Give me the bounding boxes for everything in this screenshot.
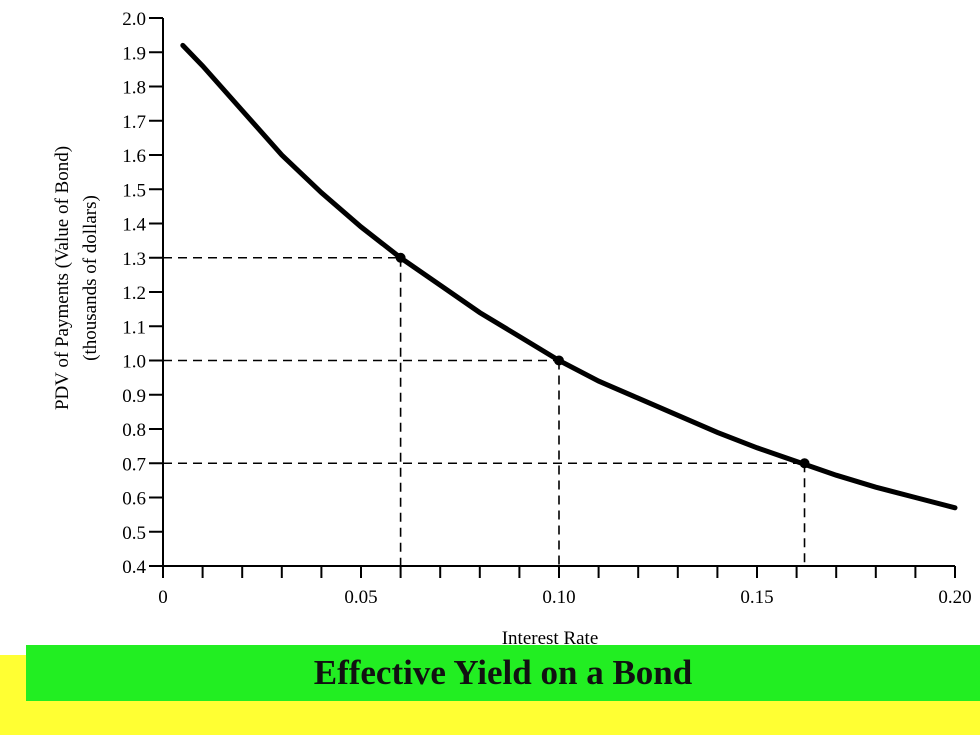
x-tick-label: 0.05 [344, 587, 377, 608]
x-axis-title: Interest Rate [502, 628, 599, 649]
x-tick-label: 0 [158, 587, 168, 608]
title-banner: Effective Yield on a Bond [26, 645, 980, 701]
series-curve [180, 42, 958, 511]
data-point [554, 355, 564, 366]
x-tick-label: 0.15 [740, 587, 773, 608]
y-tick-label: 1.7 [122, 112, 146, 133]
y-tick-label: 0.6 [122, 489, 146, 510]
y-tick-label: 1.1 [122, 317, 146, 338]
y-tick-label: 1.8 [122, 78, 146, 99]
y-tick-label: 1.2 [122, 283, 146, 304]
data-point [395, 252, 406, 263]
y-tick-label: 1.5 [122, 180, 146, 201]
y-ticks: 0.4 0.5 0.6 0.7 0.8 0.9 1.0 1.1 1.2 1.3 1.4 1.5 1.6 1… [122, 9, 163, 578]
y-tick-label: 0.4 [122, 557, 146, 578]
y-tick-label: 1.6 [122, 146, 146, 167]
y-tick-label: 2.0 [122, 9, 146, 30]
highlighted-points [395, 252, 810, 469]
data-point [799, 458, 810, 469]
x-ticks: 0 0.05 0.10 0.15 0.20 [158, 566, 972, 608]
y-tick-label: 1.3 [122, 249, 146, 270]
y-tick-label: 1.0 [122, 352, 146, 373]
chart: 0.4 0.5 0.6 0.7 0.8 0.9 1.0 1.1 1.2 1.3 1.4 1.5 1.6 1… [52, 9, 972, 649]
x-tick-label: 0.20 [938, 587, 971, 608]
y-tick-label: 0.7 [122, 454, 146, 475]
y-tick-label: 0.8 [122, 420, 146, 441]
y-axis-title-line1: PDV of Payments (Value of Bond) [52, 146, 73, 410]
dashed-guides [163, 256, 806, 566]
y-tick-label: 1.4 [122, 215, 146, 236]
y-tick-label: 0.5 [122, 523, 146, 544]
x-tick-label: 0.10 [542, 587, 575, 608]
y-tick-label: 0.9 [122, 386, 146, 407]
slide-title: Effective Yield on a Bond [313, 653, 693, 692]
y-axis-title-line2: (thousands of dollars) [80, 195, 101, 361]
y-tick-label: 1.9 [122, 43, 146, 64]
